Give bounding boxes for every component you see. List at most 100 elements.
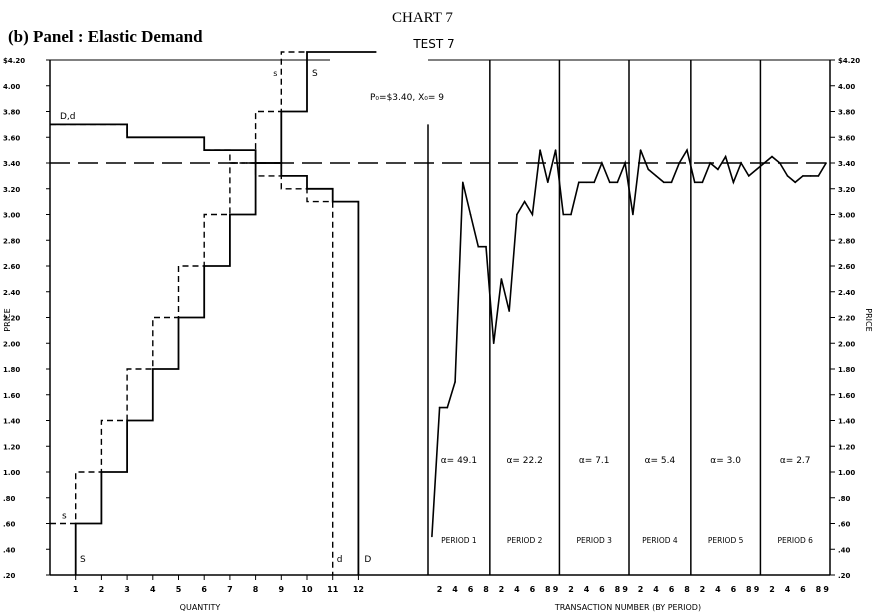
transaction-point — [825, 162, 827, 164]
transaction-point — [817, 175, 820, 177]
demand-curve-D — [50, 123, 360, 575]
y-tick-label-right: 2.20 — [838, 315, 855, 323]
transaction-point — [647, 168, 650, 171]
transaction-point — [431, 535, 433, 538]
x-tick-label-transaction: 8 — [615, 585, 621, 594]
transaction-price-series — [431, 148, 827, 537]
y-tick-label-right: 3.00 — [838, 212, 855, 220]
y-tick-label-left: 3.60 — [3, 134, 20, 142]
x-tick-label-transaction: 9 — [754, 585, 760, 594]
transaction-point — [485, 245, 487, 248]
transaction-point — [539, 149, 541, 151]
supply-curve-S — [74, 51, 377, 575]
period-label: PERIOD 6 — [777, 536, 813, 545]
x-tick-label-quantity: 6 — [201, 585, 207, 594]
y-tick-label-right: 2.80 — [838, 237, 855, 245]
x-tick-label-transaction: 6 — [731, 585, 737, 594]
transaction-point — [516, 213, 518, 216]
alpha-label: α= 2.7 — [780, 456, 811, 466]
x-tick-label-transaction: 4 — [584, 585, 590, 594]
transaction-point — [624, 162, 626, 164]
transaction-point — [663, 181, 665, 184]
x-tick-label-transaction: 8 — [545, 585, 551, 594]
transaction-point — [802, 175, 804, 177]
transaction-point — [632, 213, 634, 216]
x-tick-label-transaction: 9 — [823, 585, 829, 594]
x-tick-label-quantity: 9 — [279, 585, 285, 594]
y-tick-label-right: .60 — [838, 521, 851, 529]
x-tick-label-transaction: 8 — [746, 585, 752, 594]
y-tick-label-left: 2.80 — [3, 237, 20, 245]
x-axis-label-transaction: TRANSACTION NUMBER (BY PERIOD) — [554, 603, 701, 612]
y-tick-label-left: 1.20 — [3, 443, 20, 451]
curve-label-S-high: S — [312, 69, 318, 79]
x-tick-label-transaction: 8 — [684, 585, 690, 594]
x-tick-label-transaction: 6 — [468, 585, 474, 594]
y-tick-label-right: 3.60 — [838, 134, 855, 142]
alpha-label: α= 3.0 — [710, 456, 741, 466]
transaction-point — [732, 181, 735, 184]
transaction-point — [771, 155, 773, 158]
y-tick-label-left: $4.20 — [3, 57, 25, 65]
transaction-point — [724, 155, 727, 158]
transaction-point — [554, 149, 557, 151]
supply-curve-s — [50, 51, 307, 525]
x-tick-label-transaction: 4 — [653, 585, 659, 594]
transaction-point — [779, 162, 781, 164]
transaction-point — [670, 181, 673, 184]
x-tick-label-transaction: 2 — [499, 585, 505, 594]
y-tick-label-right: 4.00 — [838, 83, 855, 91]
transaction-point — [678, 162, 681, 164]
curve-label-Dd: D,d — [60, 112, 76, 122]
transaction-point — [709, 162, 711, 164]
demand-curve-d — [50, 123, 334, 575]
transaction-point — [686, 149, 688, 151]
y-tick-label-left: .60 — [3, 521, 16, 529]
y-tick-label-right: .40 — [838, 546, 851, 554]
transaction-point — [608, 181, 611, 184]
alpha-label: α= 49.1 — [441, 456, 477, 466]
transaction-point — [508, 310, 511, 312]
period-label: PERIOD 4 — [642, 536, 678, 545]
transaction-point — [547, 181, 549, 184]
y-tick-label-left: .20 — [3, 572, 16, 580]
alpha-label: α= 22.2 — [506, 456, 542, 466]
period-label: PERIOD 2 — [507, 536, 543, 545]
transaction-point — [469, 213, 472, 216]
y-tick-label-left: 2.00 — [3, 340, 20, 348]
y-tick-label-left: 1.80 — [3, 366, 20, 374]
y-tick-label-left: 4.00 — [3, 83, 20, 91]
transaction-point — [740, 162, 742, 164]
transaction-point — [655, 175, 657, 177]
y-tick-label-left: 1.40 — [3, 418, 20, 426]
transaction-point — [492, 342, 495, 345]
x-tick-label-quantity: 10 — [301, 585, 313, 594]
y-tick-label-left: 2.60 — [3, 263, 20, 271]
x-tick-label-quantity: 8 — [253, 585, 259, 594]
transaction-point — [755, 168, 758, 171]
transaction-point — [693, 181, 696, 184]
y-tick-label-left: 1.60 — [3, 392, 20, 400]
panel-label: (b) Panel : Elastic Demand — [8, 27, 203, 46]
x-tick-label-quantity: 3 — [124, 585, 130, 594]
y-tick-label-left: 3.80 — [3, 109, 20, 117]
x-tick-label-quantity: 5 — [176, 585, 182, 594]
x-tick-label-transaction: 4 — [785, 585, 791, 594]
transaction-point — [446, 406, 449, 409]
period-label: PERIOD 5 — [708, 536, 744, 545]
y-tick-label-right: 3.80 — [838, 109, 855, 117]
x-tick-label-transaction: 2 — [638, 585, 644, 594]
curve-label-s-high: s — [273, 69, 277, 78]
y-tick-label-right: 1.60 — [838, 392, 855, 400]
x-tick-label-transaction: 6 — [800, 585, 806, 594]
transaction-point — [748, 175, 750, 177]
transaction-point — [454, 381, 456, 383]
transaction-point — [477, 245, 480, 248]
test-label: TEST 7 — [412, 37, 454, 51]
x-tick-label-transaction: 6 — [530, 585, 536, 594]
transaction-point — [601, 162, 603, 164]
x-tick-label-quantity: 12 — [353, 585, 364, 594]
y-tick-label-left: .40 — [3, 546, 16, 554]
x-tick-label-transaction: 2 — [769, 585, 775, 594]
x-tick-label-transaction: 4 — [452, 585, 458, 594]
